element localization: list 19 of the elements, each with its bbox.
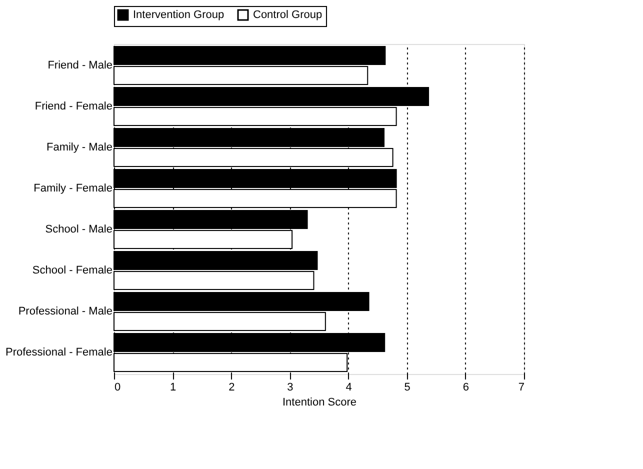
x-tick-label: 2: [228, 382, 235, 394]
y-tick-label: Friend - Female: [34, 100, 112, 113]
x-tick-label: 6: [462, 382, 469, 394]
y-tick-label: Family - Female: [34, 182, 112, 195]
legend-label: Control Group: [253, 9, 322, 21]
x-tick-label: 5: [404, 382, 410, 394]
x-axis-title: Intention Score: [282, 396, 356, 408]
y-tick-label: School - Male: [45, 223, 112, 236]
y-tick-label: Family - Male: [46, 142, 112, 154]
y-tick-label: School - Female: [32, 264, 112, 276]
y-tick-label: Professional - Female: [6, 346, 112, 358]
x-tick-label: 0: [114, 382, 121, 394]
x-tick-label: 1: [170, 382, 176, 394]
x-tick-label: 4: [346, 382, 352, 394]
y-tick-label: Friend - Male: [48, 60, 112, 72]
x-tick-label: 3: [287, 382, 294, 394]
y-tick-label: Professional - Male: [18, 305, 112, 318]
legend-label: Intervention Group: [133, 9, 224, 21]
x-tick-label: 7: [518, 382, 524, 394]
